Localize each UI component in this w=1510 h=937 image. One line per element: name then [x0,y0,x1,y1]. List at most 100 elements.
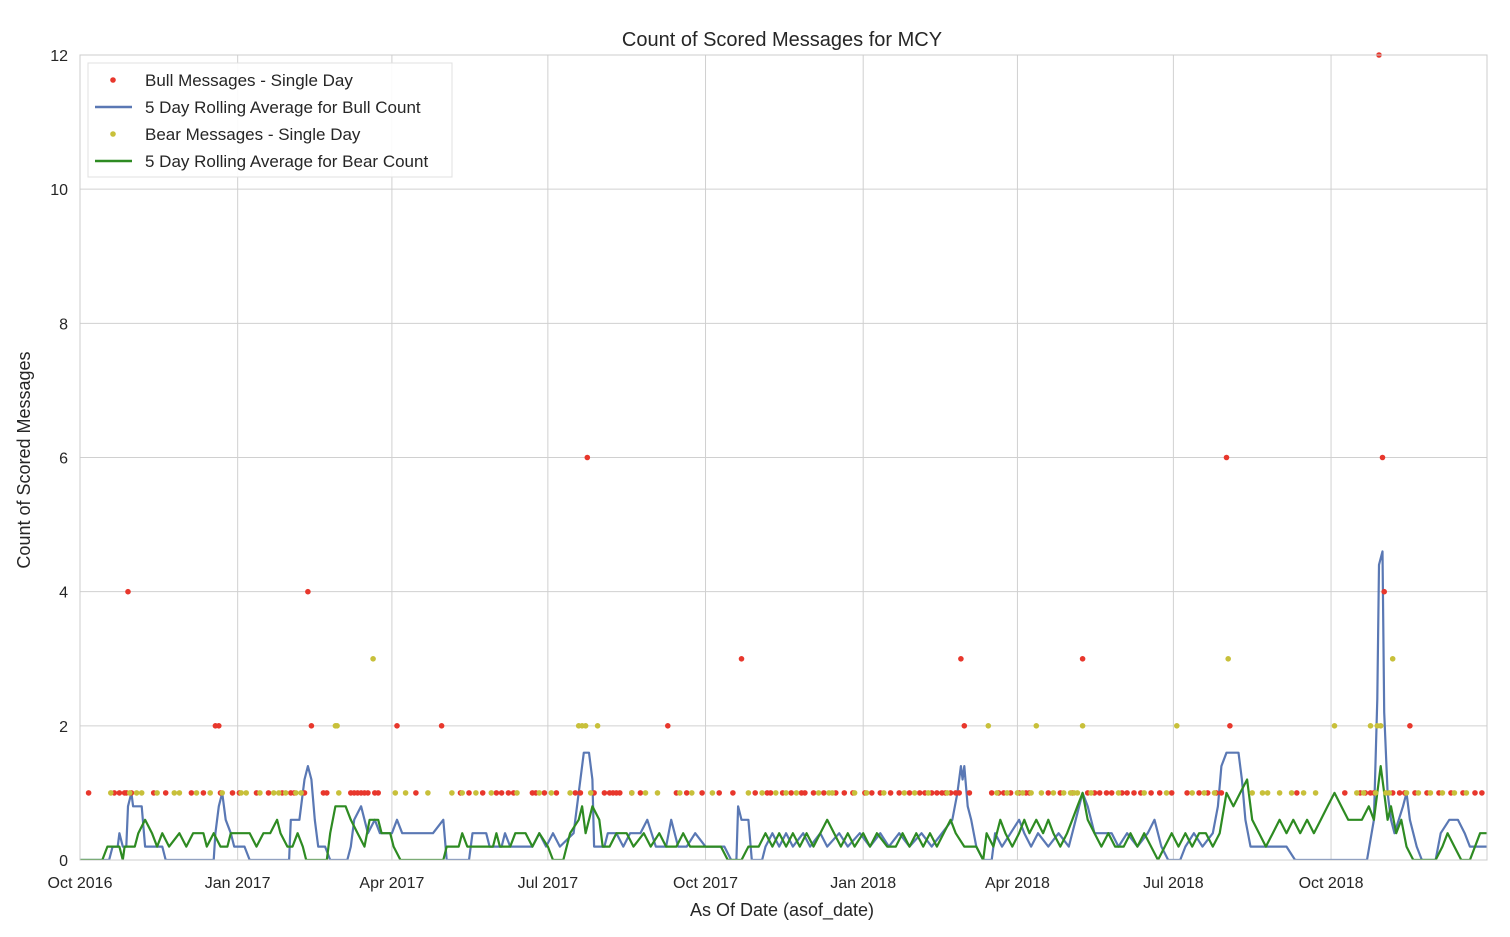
bull-messages-point [617,790,623,796]
bear-messages-point [881,790,887,796]
bear-messages-point [459,790,466,796]
bull-messages-point [752,790,758,796]
bull-messages-point [1223,454,1230,461]
bull-messages-point [200,790,207,796]
bull-messages-point [1196,790,1202,796]
bear-messages-point [1427,790,1434,796]
bull-messages-point [85,790,92,796]
bear-messages-point [1377,723,1384,729]
bull-messages-point [1131,790,1137,796]
bull-messages-point [934,790,940,796]
bear-messages-point [1403,790,1410,796]
tick-labels: Oct 2016 Jan 2017 Apr 2017 Jul 2017 Oct 2017… [48,48,1364,892]
bear-messages-point [392,790,399,796]
bull-messages-point [896,790,902,796]
bear-messages-point [1004,790,1010,796]
bear-messages-point [473,790,479,796]
y-tick-label: 8 [59,316,68,333]
bear-messages-point [773,790,779,796]
bull-rolling-average-line [80,550,1487,860]
bull-messages-point [394,723,400,729]
bull-messages-point [961,723,968,729]
bear-messages-point [815,790,822,796]
bull-messages-point [906,790,913,796]
bear-messages-point [1115,790,1122,796]
bull-messages-point [601,790,608,796]
bear-messages-point [1439,790,1446,796]
bear-messages-point [1249,790,1255,796]
bear-messages-point [1300,790,1307,796]
bear-messages-point [536,790,543,796]
bear-messages-point [1463,790,1470,796]
y-tick-label: 12 [50,48,68,65]
bear-messages-point [911,790,918,796]
bear-messages-point [1386,790,1393,796]
bear-rolling-average-line [80,764,1487,860]
legend-label-bull-rolling-average: 5 Day Rolling Average for Bull Count [145,98,421,117]
bull-messages-point [637,790,644,796]
y-tick-label: 6 [59,451,68,468]
bull-messages-point [229,790,236,796]
bull-messages-point [1396,790,1403,796]
bull-messages-point [365,790,371,796]
bull-messages-point [683,790,690,796]
bear-messages-point [594,723,601,729]
bull-messages-point [505,790,512,796]
bull-messages-point [1218,790,1225,796]
bear-messages-point [1331,723,1338,729]
bull-messages-point [821,790,827,796]
bear-messages-point [1033,723,1040,729]
bear-messages-point [298,790,304,796]
bear-messages-point [207,790,213,796]
bull-messages-point [956,790,962,796]
bear-messages-point [1211,790,1218,796]
bull-messages-point [493,790,500,796]
bear-messages-points [108,656,1470,796]
legend-label-bull-messages: Bull Messages - Single Day [145,71,353,90]
bear-messages-point [1276,790,1283,796]
bear-messages-point [677,790,683,796]
bear-messages-point [1389,656,1396,662]
x-tick-label: Apr 2018 [985,875,1050,892]
bull-messages-point [324,790,330,796]
bull-messages-point [966,790,973,796]
bear-messages-point [567,790,573,796]
bull-messages-point [1103,790,1110,796]
legend-box [87,62,453,178]
bear-messages-point [829,790,836,796]
x-tick-label: Jul 2017 [518,875,579,892]
bull-messages-point [1045,790,1052,796]
bear-messages-point [126,790,133,796]
y-axis-label: Count of Scored Messages [14,351,34,568]
bull-messages-point [479,790,486,796]
bull-messages-point [413,790,419,796]
bear-messages-point [1201,790,1207,796]
x-axis-label: As Of Date (asof_date) [690,900,874,921]
bear-messages-point [793,790,800,796]
plot-frame [79,54,1488,861]
bull-messages-point [116,790,123,796]
bull-messages-point [1156,790,1163,796]
bear-messages-point [783,790,789,796]
bear-messages-point [642,790,649,796]
bear-messages-point [548,790,555,796]
bear-messages-point [1088,790,1094,796]
bear-messages-point [336,790,342,796]
x-tick-label: Oct 2017 [673,875,738,892]
bear-messages-point [1079,723,1086,729]
bear-messages-point [449,790,455,796]
bull-messages-point [438,723,445,729]
bull-messages-point [988,790,995,796]
bear-messages-point [1163,790,1170,796]
bear-messages-point [1074,790,1081,796]
bear-messages-point [709,790,716,796]
y-tick-label: 10 [50,182,68,199]
bear-messages-point [1360,790,1367,796]
bear-messages-point [402,790,409,796]
bull-messages-point [162,790,169,796]
bear-messages-point [759,790,765,796]
chart-title: Count of Scored Messages for MCY [622,29,942,51]
bear-messages-point [1367,723,1374,729]
